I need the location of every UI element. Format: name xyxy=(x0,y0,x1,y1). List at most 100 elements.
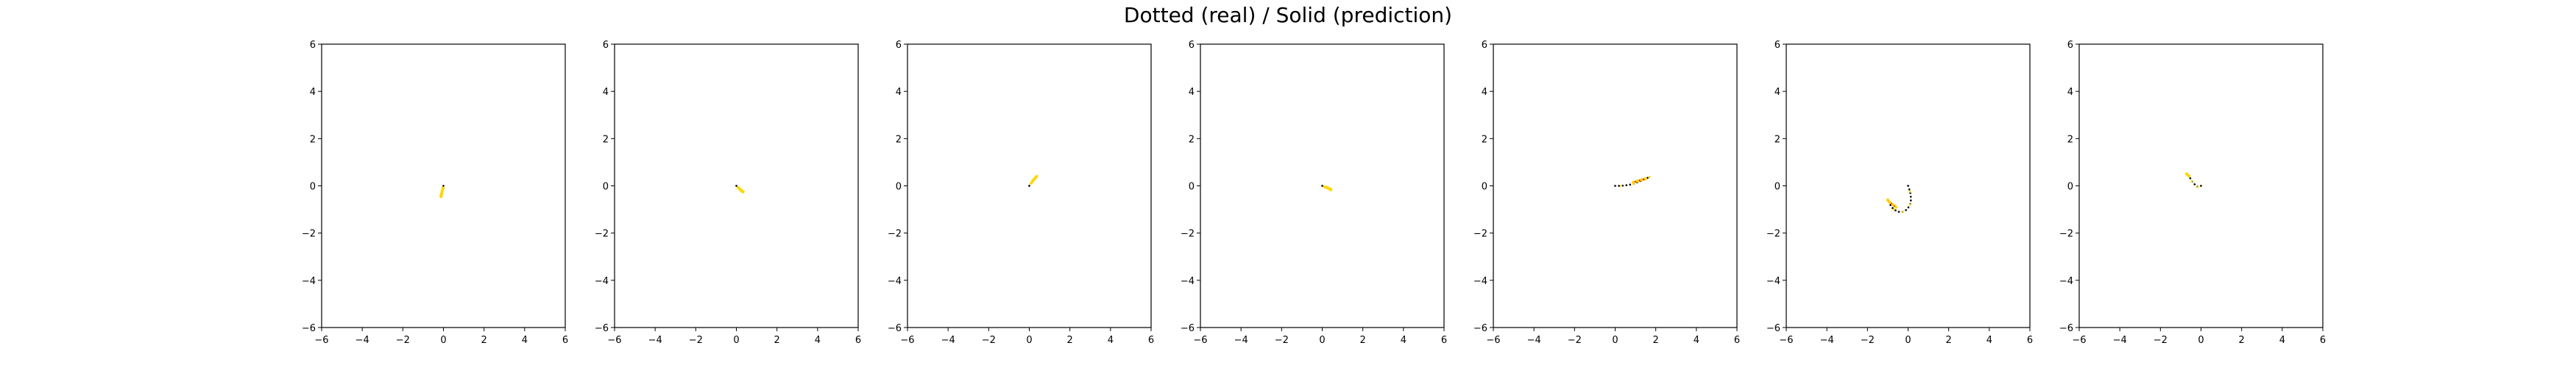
x-tick-label: 4 xyxy=(815,335,821,346)
x-tick-label: −6 xyxy=(900,335,914,346)
x-tick-label: −6 xyxy=(314,335,328,346)
y-tick-label: 2 xyxy=(896,134,902,145)
y-tick-label: −4 xyxy=(302,276,316,287)
real-trajectory xyxy=(1888,185,1912,213)
x-tick-label: −2 xyxy=(1275,335,1289,346)
predicted-point xyxy=(1886,198,1890,202)
x-tick-label: 2 xyxy=(1946,335,1952,346)
predicted-point xyxy=(1891,202,1895,207)
y-tick-label: −4 xyxy=(1473,276,1487,287)
y-tick-label: 6 xyxy=(1482,40,1487,51)
x-tick-label: −2 xyxy=(1861,335,1875,346)
real-point xyxy=(1620,185,1623,187)
x-tick-label: −2 xyxy=(1568,335,1582,346)
predicted-trajectory xyxy=(1632,177,1647,183)
x-tick-label: −6 xyxy=(1486,335,1500,346)
y-tick-label: 0 xyxy=(310,182,316,193)
y-tick-label: 2 xyxy=(1482,134,1487,145)
subplot-5: −6 −4 −2 0 2 4 6 −6 −4 −2 0 2 4 6 xyxy=(1473,40,1740,346)
y-tick-label: −2 xyxy=(2059,229,2073,240)
predicted-point xyxy=(1030,181,1033,185)
y-tick-label: 4 xyxy=(1482,87,1487,98)
y-tick-label: −6 xyxy=(888,323,902,334)
y-tick-label: −2 xyxy=(1473,229,1487,240)
x-tick-label: −2 xyxy=(396,335,410,346)
x-tick-label: −4 xyxy=(1820,335,1834,346)
predicted-point xyxy=(1643,177,1648,181)
x-tick-label: 6 xyxy=(855,335,861,346)
y-tick-label: −2 xyxy=(302,229,316,240)
y-tick-label: −4 xyxy=(1181,276,1195,287)
y-tick-label: −6 xyxy=(2059,323,2073,334)
x-tick-label: −6 xyxy=(607,335,621,346)
x-tick-label: 0 xyxy=(1905,335,1911,346)
x-tick-label: 4 xyxy=(522,335,528,346)
real-point xyxy=(1648,175,1651,178)
y-tick-label: 2 xyxy=(2067,134,2073,145)
subplot-3: −6 −4 −2 0 2 4 6 −6 −4 −2 0 2 4 6 xyxy=(888,40,1154,346)
y-tick-label: −2 xyxy=(1766,229,1780,240)
subplot-7: −6 −4 −2 0 2 4 6 −6 −4 −2 0 2 4 6 xyxy=(2059,40,2326,346)
x-tick-label: 0 xyxy=(1026,335,1032,346)
x-tick-label: −6 xyxy=(2072,335,2086,346)
x-tick-label: 4 xyxy=(1108,335,1114,346)
x-tick-label: −6 xyxy=(1779,335,1793,346)
real-point xyxy=(2190,180,2193,183)
y-tick-label: −4 xyxy=(1766,276,1780,287)
y-tick-label: 4 xyxy=(1189,87,1195,98)
x-tick-label: 6 xyxy=(1148,335,1154,346)
x-tick-label: 2 xyxy=(1653,335,1659,346)
y-tick-label: −6 xyxy=(595,323,609,334)
subplots: −6 −4 −2 0 2 4 6 −6 −4 −2 0 2 4 6 −6 −4 −2 0 2 4 6 −6 −4 −2 0 2 4 6… xyxy=(302,40,2326,346)
y-tick-label: −4 xyxy=(888,276,902,287)
x-tick-label: 4 xyxy=(2279,335,2285,346)
x-tick-label: −4 xyxy=(1234,335,1248,346)
x-tick-label: −4 xyxy=(941,335,955,346)
y-tick-label: 6 xyxy=(896,40,902,51)
real-point xyxy=(1892,208,1895,210)
x-tick-label: 4 xyxy=(1694,335,1699,346)
real-point xyxy=(1908,191,1911,193)
y-tick-label: 0 xyxy=(603,182,609,193)
x-tick-label: 0 xyxy=(440,335,446,346)
figure-title: Dotted (real) / Solid (prediction) xyxy=(1124,3,1452,27)
y-tick-label: 0 xyxy=(1774,182,1780,193)
y-tick-label: 4 xyxy=(2067,87,2073,98)
y-tick-label: 6 xyxy=(310,40,316,51)
y-tick-label: −4 xyxy=(2059,276,2073,287)
y-tick-label: −6 xyxy=(302,323,316,334)
y-tick-label: 4 xyxy=(603,87,609,98)
y-tick-label: −6 xyxy=(1181,323,1195,334)
x-tick-label: 0 xyxy=(1319,335,1325,346)
subplot-4: −6 −4 −2 0 2 4 6 −6 −4 −2 0 2 4 6 xyxy=(1181,40,1447,346)
x-tick-label: −4 xyxy=(648,335,662,346)
y-tick-label: 0 xyxy=(896,182,902,193)
x-tick-label: 0 xyxy=(1612,335,1618,346)
x-tick-label: 2 xyxy=(481,335,487,346)
x-tick-label: −6 xyxy=(1193,335,1207,346)
y-tick-label: 4 xyxy=(896,87,902,98)
y-tick-label: 0 xyxy=(1482,182,1487,193)
real-point xyxy=(1902,210,1905,213)
x-tick-label: 2 xyxy=(1067,335,1073,346)
x-tick-label: −4 xyxy=(355,335,369,346)
y-tick-label: 6 xyxy=(1189,40,1195,51)
x-tick-label: −2 xyxy=(2154,335,2168,346)
predicted-point xyxy=(1635,179,1640,183)
x-tick-label: 0 xyxy=(2198,335,2204,346)
real-point xyxy=(2196,185,2199,188)
y-tick-label: 2 xyxy=(1774,134,1780,145)
x-tick-label: 6 xyxy=(562,335,568,346)
x-tick-label: −4 xyxy=(2113,335,2127,346)
x-tick-label: 2 xyxy=(1360,335,1366,346)
y-tick-label: 2 xyxy=(310,134,316,145)
y-tick-label: 0 xyxy=(1189,182,1195,193)
y-tick-label: −6 xyxy=(1473,323,1487,334)
y-tick-label: −2 xyxy=(1181,229,1195,240)
predicted-point xyxy=(1632,180,1635,184)
predicted-point xyxy=(1888,200,1892,205)
y-tick-label: 2 xyxy=(603,134,609,145)
predicted-point xyxy=(1894,205,1898,209)
x-tick-label: 0 xyxy=(733,335,739,346)
predicted-point xyxy=(2184,172,2189,176)
